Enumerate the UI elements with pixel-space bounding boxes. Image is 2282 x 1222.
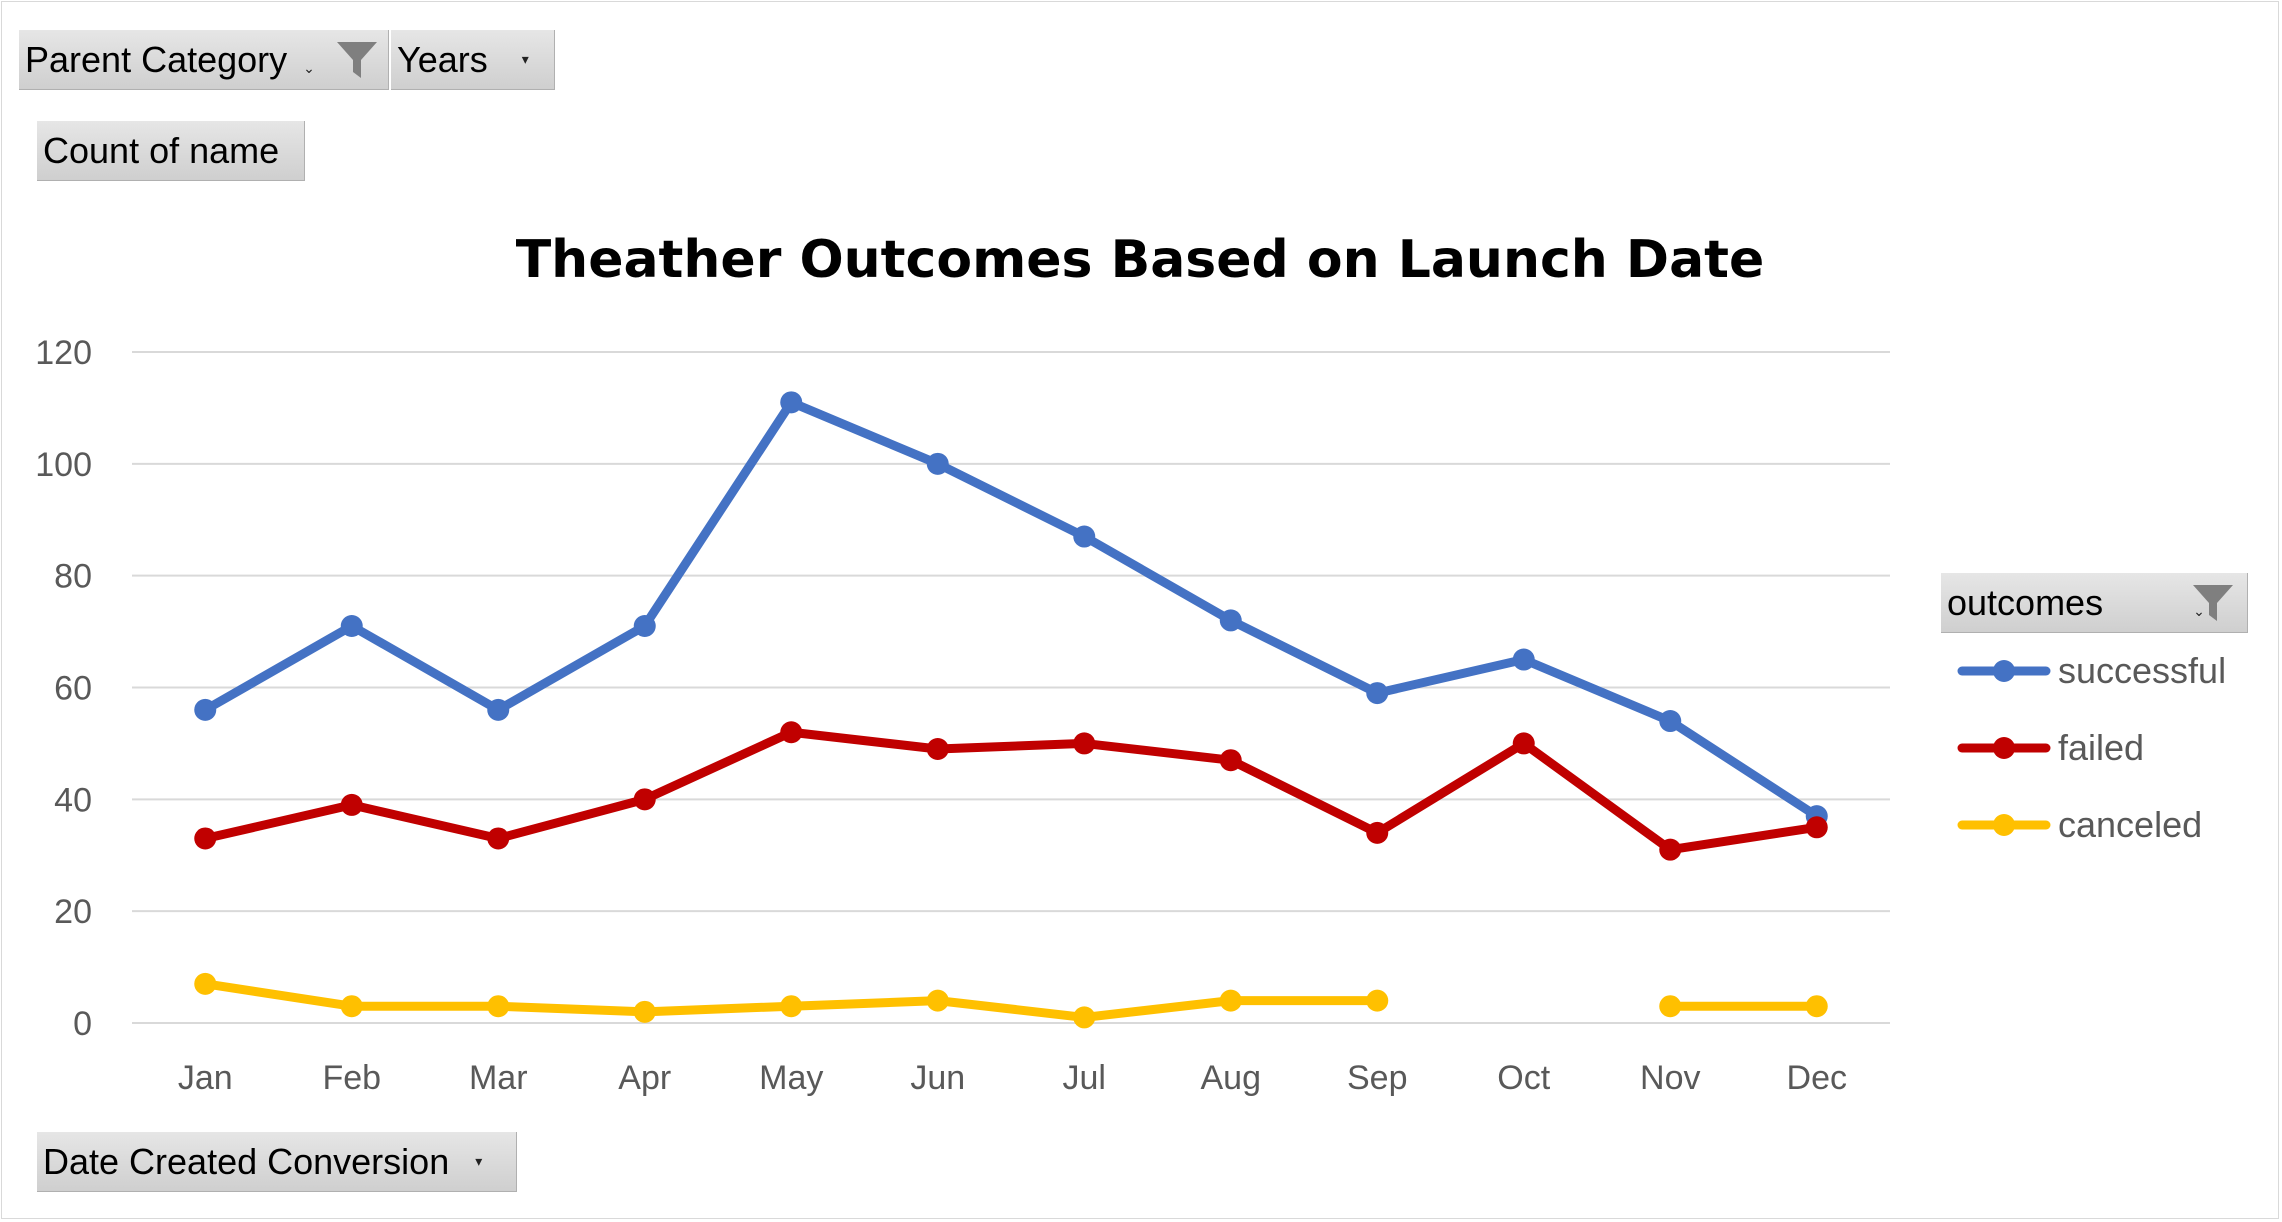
y-tick-label: 40 <box>54 781 92 819</box>
data-point-canceled <box>1366 989 1389 1012</box>
data-point-canceled <box>487 995 510 1018</box>
filter-funnel-icon <box>337 42 377 78</box>
x-tick-label: Sep <box>1347 1059 1408 1097</box>
data-point-canceled <box>1805 995 1828 1018</box>
data-point-successful <box>1512 648 1535 671</box>
y-axis-ticks: 0 20 40 60 80 100 120 <box>35 334 92 1043</box>
dropdown-arrow-icon: ▾ <box>521 51 529 67</box>
count-of-name-values-button[interactable]: Count of name <box>37 121 305 181</box>
data-point-successful <box>1073 525 1096 548</box>
x-tick-label: May <box>759 1059 823 1097</box>
data-point-successful <box>340 614 363 637</box>
data-point-canceled <box>780 995 803 1018</box>
data-point-failed <box>1219 749 1242 772</box>
outcomes-legend-filter-button[interactable]: outcomes ⌄ <box>1941 573 2248 633</box>
dropdown-arrow-icon: ⌄ <box>2193 603 2205 619</box>
series-line-successful <box>200 397 1822 821</box>
data-point-canceled <box>926 989 949 1012</box>
series-successful <box>194 391 1828 828</box>
series-line-failed <box>200 727 1822 855</box>
series-failed <box>194 721 1828 861</box>
outcomes-label: outcomes <box>1947 581 2104 623</box>
data-point-failed <box>194 827 217 850</box>
parent-category-filter-button[interactable]: Parent Category ⌄ <box>19 30 389 90</box>
x-tick-label: Jul <box>1063 1059 1106 1097</box>
dropdown-arrow-icon: ⌄ <box>303 60 315 76</box>
x-tick-label: Jun <box>910 1059 965 1097</box>
data-point-successful <box>487 698 510 721</box>
x-tick-label: Oct <box>1497 1059 1550 1097</box>
legend-label: failed <box>2058 727 2144 768</box>
gridlines <box>132 351 1890 1024</box>
y-tick-label: 80 <box>54 558 92 596</box>
x-tick-label: Aug <box>1201 1059 1262 1097</box>
count-of-name-label: Count of name <box>43 129 280 171</box>
parent-category-label: Parent Category <box>25 38 288 80</box>
dropdown-arrow-icon: ▾ <box>475 1153 483 1169</box>
y-tick-label: 120 <box>35 334 92 372</box>
legend-label: canceled <box>2058 804 2202 845</box>
date-created-conversion-axis-button[interactable]: Date Created Conversion ▾ <box>37 1132 517 1192</box>
data-point-canceled <box>1659 995 1682 1018</box>
x-tick-label: Nov <box>1640 1059 1700 1097</box>
x-tick-label: Dec <box>1787 1059 1847 1097</box>
legend-swatch-marker <box>1993 660 2015 682</box>
y-tick-label: 20 <box>54 893 92 931</box>
data-point-failed <box>487 827 510 850</box>
data-point-canceled <box>194 972 217 995</box>
data-point-failed <box>1805 816 1828 839</box>
data-point-failed <box>780 721 803 744</box>
data-point-successful <box>194 698 217 721</box>
data-point-successful <box>1659 710 1682 733</box>
data-point-successful <box>1219 609 1242 632</box>
y-tick-label: 100 <box>35 446 92 484</box>
years-label: Years <box>397 38 488 80</box>
x-tick-label: Apr <box>618 1059 671 1097</box>
y-tick-label: 60 <box>54 670 92 708</box>
x-tick-label: Feb <box>322 1059 381 1097</box>
data-point-canceled <box>340 995 363 1018</box>
data-point-failed <box>1366 821 1389 844</box>
data-point-successful <box>780 391 803 414</box>
years-filter-button[interactable]: Years ▾ <box>391 30 555 90</box>
data-point-failed <box>340 793 363 816</box>
series-lines <box>194 391 1828 1029</box>
data-point-failed <box>926 738 949 761</box>
legend: successful failed canceled <box>1957 650 2226 845</box>
legend-swatch-marker <box>1993 814 2015 836</box>
series-line-canceled <box>200 979 1822 1022</box>
x-axis-ticks: Jan Feb Mar Apr May Jun Jul Aug Sep Oct Nov Dec <box>178 1059 1847 1097</box>
data-point-failed <box>633 788 656 811</box>
data-point-canceled <box>633 1000 656 1023</box>
data-point-canceled <box>1073 1006 1096 1029</box>
data-point-canceled <box>1219 989 1242 1012</box>
date-created-conversion-label: Date Created Conversion <box>43 1140 450 1182</box>
data-point-failed <box>1659 838 1682 861</box>
series-canceled <box>194 972 1828 1029</box>
x-tick-label: Mar <box>469 1059 528 1097</box>
x-tick-label: Jan <box>178 1059 233 1097</box>
y-tick-label: 0 <box>73 1005 92 1043</box>
legend-swatch-marker <box>1993 737 2015 759</box>
filter-funnel-icon <box>2193 585 2233 621</box>
data-point-failed <box>1073 732 1096 755</box>
legend-label: successful <box>2058 650 2226 691</box>
data-point-successful <box>633 614 656 637</box>
data-point-successful <box>1366 682 1389 705</box>
chart-title: Theather Outcomes Based on Launch Date <box>516 230 1765 290</box>
data-point-successful <box>926 452 949 475</box>
data-point-failed <box>1512 732 1535 755</box>
